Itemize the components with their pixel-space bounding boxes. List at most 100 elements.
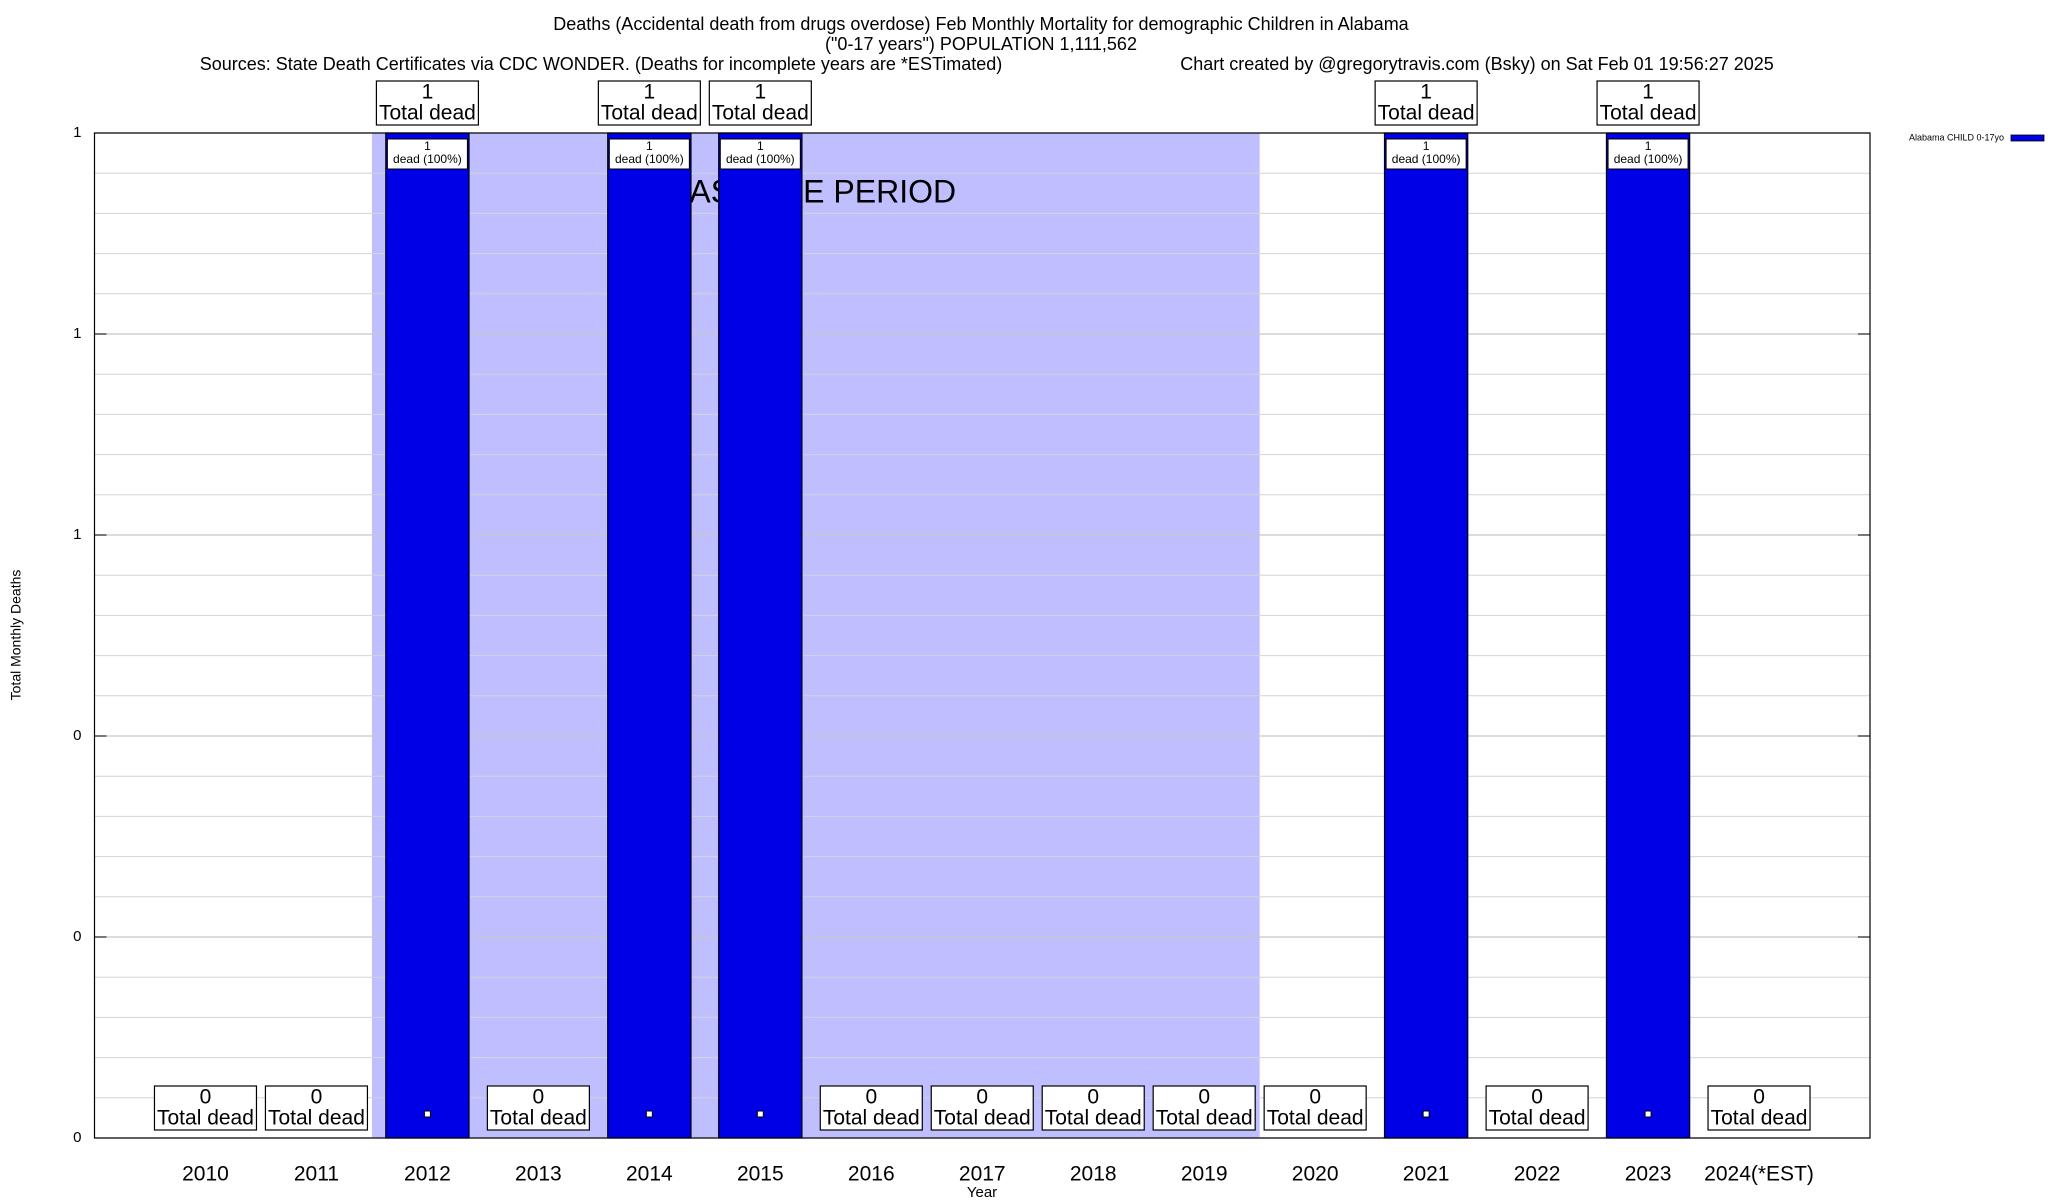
x-tick-label: 2014 (626, 1163, 673, 1186)
plot-frame (93, 132, 1871, 1139)
x-tick-label: 2019 (1181, 1163, 1228, 1186)
label-box (597, 80, 701, 126)
label-box (819, 1085, 923, 1131)
x-tick-marker (645, 1110, 653, 1118)
total-label: Total dead (490, 1107, 587, 1130)
data-label: 1 (1420, 81, 1432, 104)
inner-label-box (719, 138, 801, 170)
inner-value-label: 1 (1645, 139, 1652, 153)
chart-title: Deaths (Accidental death from drugs over… (553, 14, 1409, 34)
label-box (930, 1085, 1034, 1131)
inner-value-label: 1 (757, 139, 764, 153)
inner-label: dead (100%) (726, 152, 795, 166)
data-label: 1 (1642, 81, 1654, 104)
data-label: 0 (200, 1086, 212, 1109)
y-axis-label: Total Monthly Deaths (8, 570, 24, 701)
data-label: 0 (311, 1086, 323, 1109)
x-tick-label: 2013 (515, 1163, 562, 1186)
data-label: 0 (1087, 1086, 1099, 1109)
label-box (1485, 1085, 1589, 1131)
y-tick-label: 0 (73, 727, 81, 744)
inner-label: dead (100%) (1614, 152, 1683, 166)
bar (1383, 132, 1469, 1139)
total-label: Total dead (1378, 102, 1475, 125)
data-label: 1 (754, 81, 766, 104)
total-label: Total dead (379, 102, 476, 125)
inner-value-label: 1 (646, 139, 653, 153)
bar (607, 132, 692, 1139)
data-label: 0 (1753, 1086, 1765, 1109)
total-label: Total dead (712, 102, 809, 125)
x-tick-label: 2015 (737, 1163, 784, 1186)
chart-subtitle: ("0-17 years") POPULATION 1,111,562 (825, 34, 1137, 54)
x-tick-marker (423, 1110, 431, 1118)
x-tick-label: 2011 (294, 1163, 339, 1186)
total-label: Total dead (1156, 1107, 1253, 1130)
legend-swatch (2010, 134, 2045, 142)
label-box (153, 1085, 258, 1131)
inner-label-box (1607, 138, 1689, 170)
total-label: Total dead (1711, 1107, 1808, 1130)
x-tick-label: 2022 (1514, 1163, 1561, 1186)
total-label: Total dead (1600, 102, 1697, 125)
inner-label: dead (100%) (615, 152, 684, 166)
x-tick-marker (756, 1110, 764, 1118)
bar (1605, 132, 1691, 1139)
baseline-label: BASELINE PERIOD (668, 173, 956, 209)
inner-label: dead (100%) (1392, 152, 1461, 166)
data-label: 0 (533, 1086, 545, 1109)
data-label: 1 (422, 81, 434, 104)
x-tick-marker (1644, 1110, 1652, 1118)
inner-label-box (608, 138, 690, 170)
inner-label-box (386, 138, 468, 170)
y-tick-label: 0 (73, 928, 81, 945)
y-tick-label: 0 (73, 1129, 81, 1146)
label-box (1707, 1085, 1811, 1131)
data-label: 0 (1198, 1086, 1210, 1109)
x-tick-label: 2024(*EST) (1704, 1163, 1814, 1186)
label-box (1374, 80, 1478, 126)
total-label: Total dead (1267, 1107, 1364, 1130)
inner-label-box (1385, 138, 1467, 170)
inner-label: dead (100%) (393, 152, 462, 166)
x-tick-label: 2010 (182, 1163, 229, 1186)
bar (385, 132, 470, 1139)
label-box (708, 80, 812, 126)
inner-value-label: 1 (424, 139, 431, 153)
data-label: 0 (976, 1086, 988, 1109)
x-axis-label: Year (967, 1184, 997, 1200)
credit: Chart created by @gregorytravis.com (Bsk… (1180, 54, 1774, 74)
x-tick-label: 2012 (404, 1163, 451, 1186)
label-box (264, 1085, 369, 1131)
inner-value-label: 1 (1423, 139, 1430, 153)
data-label: 1 (644, 81, 656, 104)
sources: Sources: State Death Certificates via CD… (200, 54, 1003, 74)
baseline-period (371, 133, 1260, 1138)
data-label: 0 (1309, 1086, 1321, 1109)
total-label: Total dead (934, 1107, 1031, 1130)
y-tick-label: 1 (73, 124, 81, 141)
data-label: 0 (865, 1086, 877, 1109)
x-tick-marker (1422, 1110, 1430, 1118)
total-label: Total dead (1489, 1107, 1586, 1130)
y-tick-label: 1 (73, 325, 81, 342)
x-tick-label: 2018 (1070, 1163, 1117, 1186)
total-label: Total dead (823, 1107, 920, 1130)
x-tick-label: 2021 (1403, 1163, 1450, 1186)
x-tick-label: 2016 (848, 1163, 895, 1186)
bar (718, 132, 803, 1139)
data-label: 0 (1531, 1086, 1543, 1109)
label-box (1596, 80, 1700, 126)
total-label: Total dead (1045, 1107, 1142, 1130)
total-label: Total dead (157, 1107, 254, 1130)
x-tick-label: 2017 (959, 1163, 1006, 1186)
label-box (486, 1085, 590, 1131)
label-box (1263, 1085, 1367, 1131)
label-box (1152, 1085, 1256, 1131)
legend-label: Alabama CHILD 0-17yo (1909, 132, 2004, 142)
y-tick-label: 1 (73, 526, 81, 543)
total-label: Total dead (601, 102, 698, 125)
x-tick-label: 2023 (1625, 1163, 1672, 1186)
x-tick-label: 2020 (1292, 1163, 1339, 1186)
